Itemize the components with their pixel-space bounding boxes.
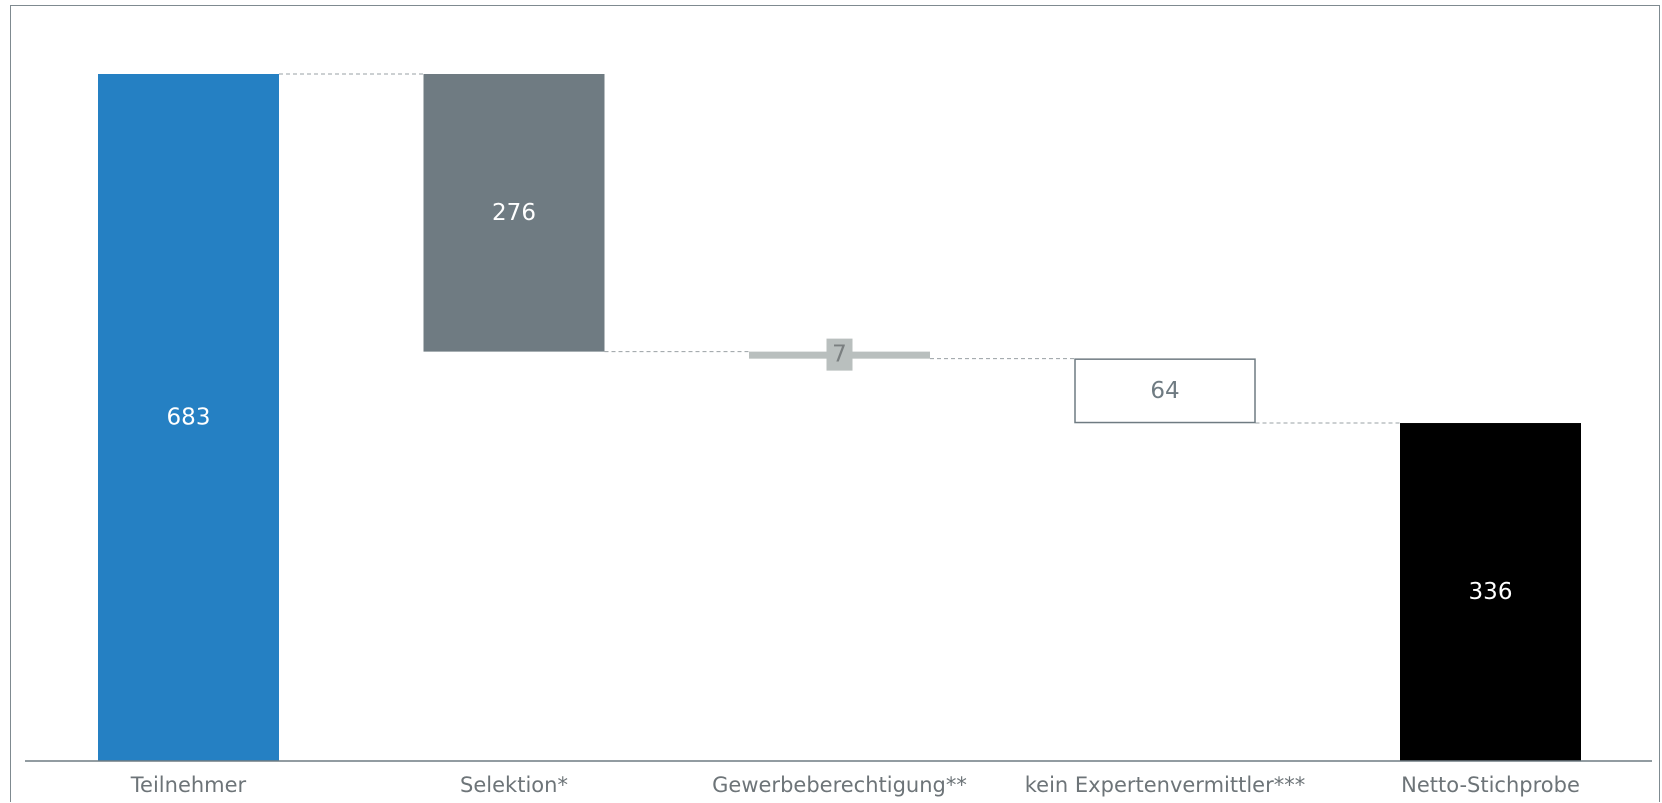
value-label-kein-expertenvermittler: 64 [1150,378,1179,404]
category-label-netto-stichprobe: Netto-Stichprobe [1401,773,1580,797]
value-label-gewerbeberechtigung: 7 [832,342,847,368]
bar-kein-expertenvermittler [1074,358,1256,424]
category-label-teilnehmer: Teilnehmer [130,773,247,797]
value-label-selektion: 276 [492,200,536,226]
bar-teilnehmer [98,74,279,761]
value-label-netto-stichprobe: 336 [1469,579,1513,605]
value-label-teilnehmer: 683 [167,405,211,431]
category-label-kein-expertenvermittler: kein Expertenvermittler*** [1025,773,1305,797]
chart-frame [10,5,1660,802]
bar-netto-stichprobe [1400,423,1581,761]
value-label-background-gewerbeberechtigung [826,338,853,371]
category-label-selektion: Selektion* [460,773,568,797]
category-label-gewerbeberechtigung: Gewerbeberechtigung** [712,773,967,797]
bar-selektion [423,74,605,352]
